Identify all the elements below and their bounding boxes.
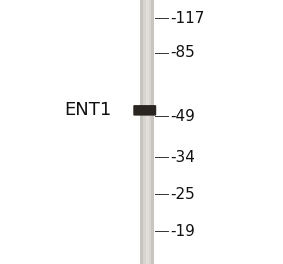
Bar	[149, 0, 151, 264]
Bar	[143, 0, 146, 264]
Text: -19: -19	[170, 224, 195, 238]
Bar	[151, 0, 154, 264]
Text: -34: -34	[170, 150, 195, 164]
Text: -25: -25	[170, 187, 194, 201]
Text: ENT1: ENT1	[64, 101, 111, 119]
Bar	[140, 0, 143, 264]
Text: -117: -117	[170, 11, 204, 26]
Bar	[146, 0, 149, 264]
Bar	[140, 0, 154, 264]
Text: -85: -85	[170, 45, 194, 60]
Text: -49: -49	[170, 109, 195, 124]
FancyBboxPatch shape	[133, 105, 156, 116]
